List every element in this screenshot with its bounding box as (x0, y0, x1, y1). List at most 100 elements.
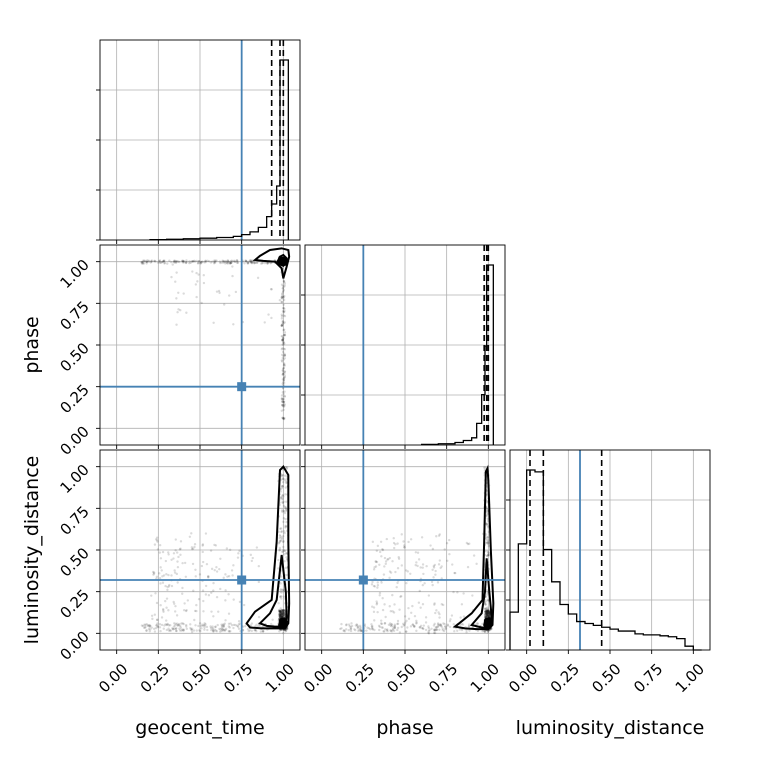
sample-point (281, 292, 284, 295)
x-tick-label: 0.00 (95, 660, 131, 696)
sample-point (227, 612, 231, 615)
sample-point (283, 611, 286, 615)
sample-point (282, 400, 286, 404)
y-tick-label: 0.00 (56, 627, 92, 663)
sample-point (487, 608, 491, 611)
sample-point (370, 625, 374, 628)
sample-point (144, 625, 147, 628)
sample-point (199, 262, 203, 265)
sample-point (279, 611, 282, 615)
sample-point (279, 595, 282, 599)
sample-point (465, 541, 469, 545)
sample-point (218, 567, 221, 571)
sample-point (179, 626, 183, 629)
sample-point (198, 262, 202, 265)
sample-point (282, 289, 285, 293)
sample-point (141, 262, 144, 265)
sample-point (421, 583, 425, 587)
sample-point (280, 394, 284, 397)
sample-point (461, 623, 465, 626)
sample-point (281, 367, 285, 371)
sample-point (213, 260, 216, 263)
sample-point (169, 629, 173, 632)
sample-point (486, 606, 489, 609)
sample-point (153, 259, 156, 263)
sample-point (195, 609, 198, 613)
sample-point (283, 364, 286, 367)
sample-point (192, 589, 195, 592)
sample-point (392, 541, 396, 545)
sample-point (283, 531, 286, 535)
sample-point (382, 573, 386, 576)
sample-point (280, 612, 284, 616)
sample-point (257, 615, 261, 619)
sample-point (378, 591, 382, 595)
sample-point (381, 626, 384, 629)
sample-point (151, 570, 155, 574)
sample-point (279, 496, 283, 499)
sample-point (226, 260, 230, 263)
sample-point (193, 259, 196, 262)
sample-point (281, 477, 285, 480)
sample-point (160, 260, 164, 264)
sample-point (281, 287, 285, 290)
sample-point (280, 323, 284, 326)
sample-point (180, 622, 183, 625)
sample-point (172, 557, 175, 560)
sample-point (200, 260, 203, 264)
sample-point (280, 613, 283, 616)
sample-point (190, 627, 194, 631)
sample-point (225, 547, 229, 550)
sample-point (460, 628, 464, 632)
sample-point (379, 540, 383, 544)
sample-point (284, 486, 287, 489)
sample-point (483, 466, 486, 469)
sample-point (282, 495, 285, 498)
sample-point (485, 609, 488, 612)
sample-point (174, 622, 178, 626)
sample-point (227, 575, 231, 578)
sample-point (181, 622, 184, 625)
sample-point (484, 610, 487, 613)
sample-point (244, 624, 247, 628)
sample-point (173, 602, 176, 605)
sample-point (392, 629, 396, 633)
sample-point (280, 297, 284, 300)
sample-point (486, 612, 489, 615)
sample-point (281, 324, 284, 327)
sample-point (145, 629, 148, 632)
sample-point (486, 613, 489, 617)
sample-point (485, 609, 488, 612)
sample-point (372, 584, 376, 588)
sample-point (373, 619, 376, 622)
sample-point (156, 625, 159, 629)
sample-point (222, 261, 225, 264)
sample-point (156, 261, 160, 264)
sample-point (185, 627, 189, 631)
sample-point (167, 585, 171, 588)
sample-point (204, 532, 208, 535)
y-tick-label: 0.75 (56, 502, 92, 538)
sample-point (278, 546, 282, 550)
sample-point (355, 624, 359, 627)
sample-point (452, 623, 455, 626)
sample-point (278, 613, 282, 617)
sample-points (339, 466, 493, 635)
sample-point (279, 611, 283, 614)
sample-point (190, 546, 194, 549)
sample-point (175, 629, 178, 633)
sample-point (440, 603, 443, 606)
sample-point (485, 514, 488, 517)
sample-point (152, 571, 156, 574)
sample-point (223, 622, 226, 625)
sample-point (173, 260, 176, 263)
sample-point (390, 623, 394, 626)
sample-point (279, 611, 283, 614)
sample-point (149, 261, 152, 264)
sample-point (279, 616, 282, 619)
panel-phase-vs-geocent-time (100, 245, 300, 445)
sample-point (446, 559, 449, 562)
sample-point (279, 615, 282, 618)
sample-point (193, 609, 197, 613)
sample-point (282, 417, 285, 420)
